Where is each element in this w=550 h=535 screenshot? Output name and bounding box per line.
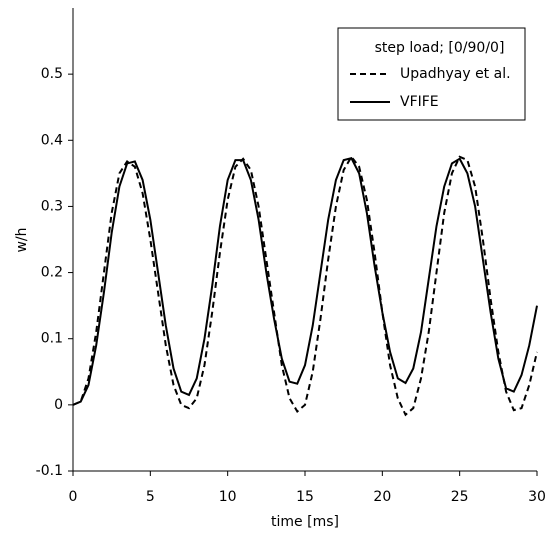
y-tick-label: -0.1 <box>36 463 63 479</box>
y-tick-label: 0.2 <box>41 265 63 281</box>
legend-label: Upadhyay et al. <box>400 66 511 82</box>
x-tick-label: 0 <box>69 489 78 505</box>
legend-box <box>337 27 526 121</box>
y-axis-label: w/h <box>14 227 30 252</box>
x-tick-label: 30 <box>528 489 546 505</box>
y-tick-label: 0.5 <box>41 66 63 82</box>
x-axis-label: time [ms] <box>271 514 339 530</box>
x-tick-label: 10 <box>219 489 237 505</box>
legend-title: step load; [0/90/0] <box>375 40 505 56</box>
y-tick-label: 0.4 <box>41 132 63 148</box>
x-tick-label: 25 <box>451 489 469 505</box>
x-tick-label: 20 <box>373 489 391 505</box>
x-tick-label: 5 <box>146 489 155 505</box>
x-tick-label: 15 <box>296 489 314 505</box>
line-series <box>72 156 538 406</box>
y-tick-label: 0 <box>54 397 63 413</box>
line-series <box>72 155 538 417</box>
y-tick-label: 0.1 <box>41 331 63 347</box>
y-tick-label: 0.3 <box>41 198 63 214</box>
legend-label: VFIFE <box>400 94 439 110</box>
